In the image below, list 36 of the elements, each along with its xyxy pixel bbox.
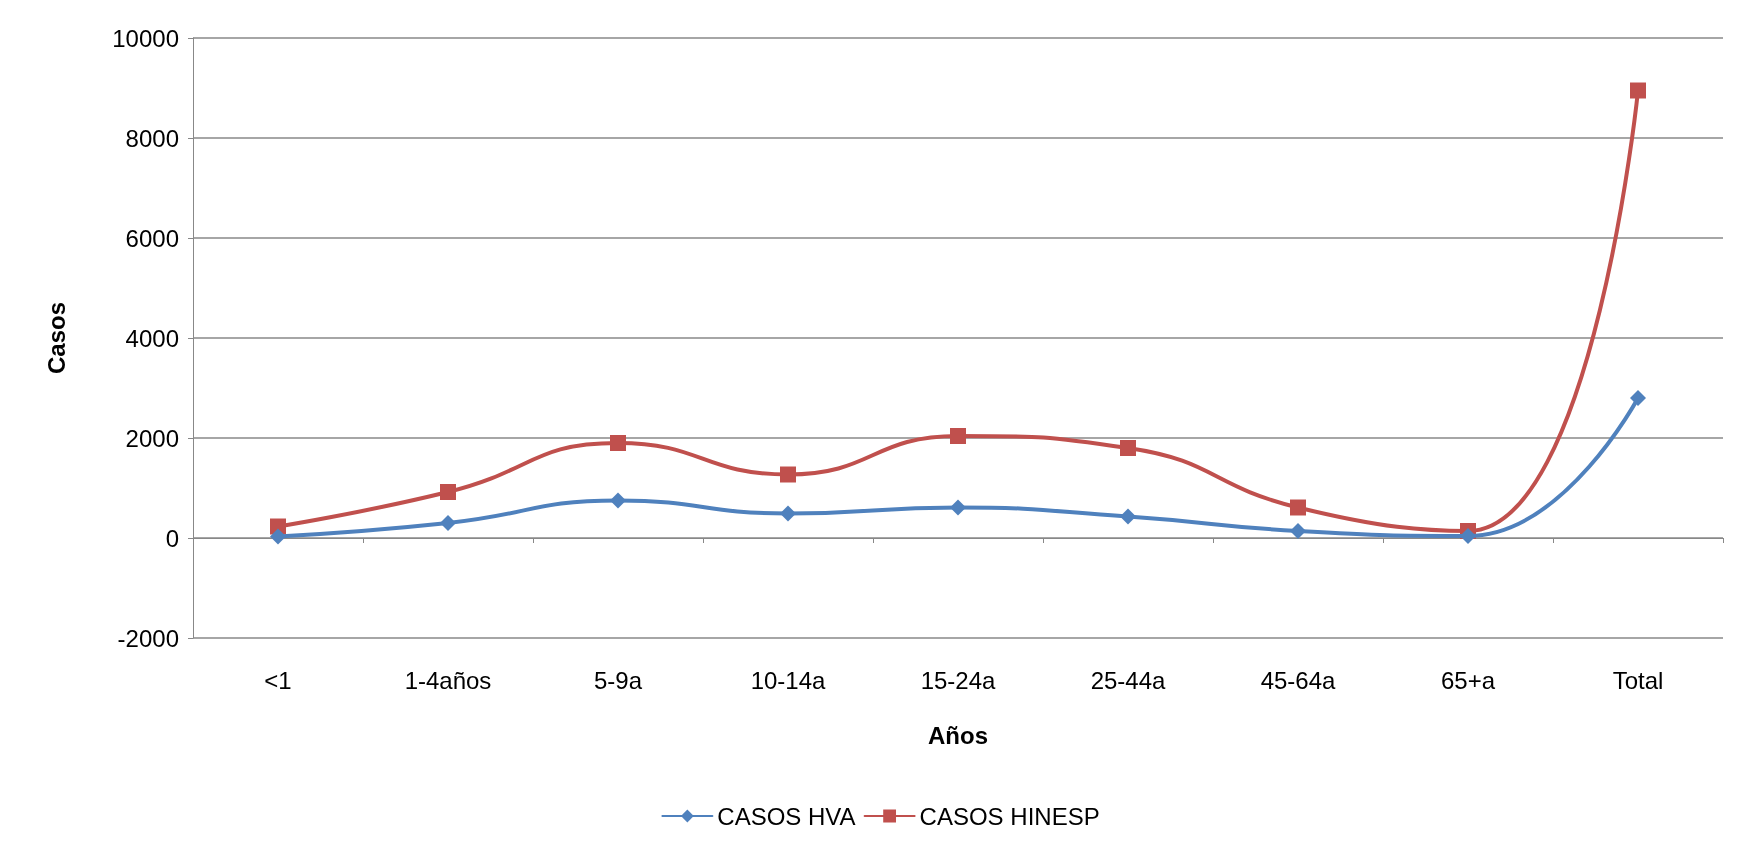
point [950, 428, 966, 444]
x-tick-label: 25-44a [1090, 666, 1167, 694]
point [780, 466, 796, 483]
point [1290, 499, 1306, 516]
x-tick-label: 5-9a [593, 666, 643, 694]
point [610, 492, 626, 509]
point [1120, 440, 1136, 456]
y-tick-label: -2000 [117, 624, 179, 652]
y-tick-label: 8000 [125, 124, 179, 152]
x-tick-label: 10-14a [750, 666, 827, 694]
y-tick-label: 2000 [125, 424, 179, 452]
point [440, 515, 456, 531]
x-tick-label: 65+a [1440, 666, 1496, 694]
point [1120, 508, 1136, 525]
x-tick-label: 15-24a [920, 666, 997, 694]
point [270, 528, 286, 545]
point [1630, 82, 1646, 99]
point [950, 499, 966, 516]
point [780, 505, 796, 522]
point [1290, 523, 1306, 539]
y-tick-label: 4000 [125, 324, 179, 352]
x-tick-label: <1 [264, 666, 292, 694]
legend-label: CASOS HVA [717, 802, 856, 830]
x-axis-title: Años [928, 721, 988, 749]
y-tick-label: 6000 [125, 224, 179, 252]
y-tick-label: 0 [165, 524, 179, 552]
point [610, 435, 626, 451]
x-tick-label: 1-4años [404, 666, 492, 694]
point [440, 484, 456, 500]
y-axis-title: Casos [42, 301, 70, 375]
x-tick-label: 45-64a [1260, 666, 1337, 694]
legend-label: CASOS HINESP [919, 802, 1100, 830]
point [1630, 390, 1646, 406]
y-tick-label: 10000 [112, 24, 179, 52]
x-tick-label: Total [1612, 666, 1664, 694]
point [1460, 528, 1476, 544]
